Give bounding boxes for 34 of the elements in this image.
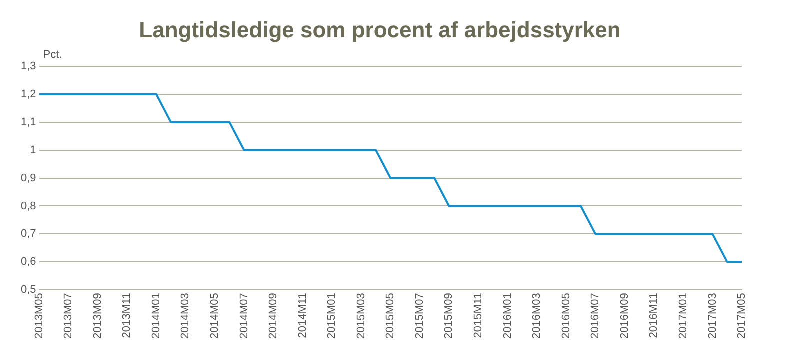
- x-tick-label: 2013M09: [92, 293, 104, 340]
- x-tick-label: 2016M11: [648, 293, 660, 338]
- x-tick-label: 2017M05: [736, 293, 748, 340]
- y-axis-title: Pct.: [43, 48, 62, 61]
- x-tick-label: 2016M03: [531, 293, 544, 340]
- y-tick-label: 1,1: [20, 116, 36, 128]
- x-tick-label: 2016M07: [590, 293, 602, 340]
- y-tick-label: 0,7: [20, 228, 36, 240]
- x-tick-label: 2014M07: [238, 293, 250, 340]
- y-tick-label: 1,3: [20, 60, 36, 72]
- chart-title: Langtidsledige som procent af arbejdsstyrken: [139, 17, 621, 42]
- y-tick-label: 0,9: [20, 172, 36, 184]
- x-tick-label: 2015M09: [443, 293, 456, 340]
- y-tick-label: 0,6: [20, 256, 36, 268]
- x-tick-label: 2013M11: [121, 293, 134, 338]
- x-tick-label: 2016M09: [618, 293, 631, 340]
- y-tick-label: 0,8: [20, 200, 36, 212]
- x-tick-label: 2015M03: [355, 293, 368, 340]
- x-tick-label: 2015M01: [326, 293, 338, 340]
- x-tick-label: 2014M01: [150, 293, 162, 340]
- y-tick-label: 1,2: [20, 88, 36, 100]
- x-tick-label: 2015M05: [384, 293, 397, 340]
- x-tick-label: 2016M01: [502, 293, 514, 340]
- x-tick-label: 2014M11: [296, 293, 309, 338]
- x-tick-label: 2017M01: [677, 293, 690, 340]
- x-tick-label: 2014M05: [209, 293, 221, 340]
- x-tick-label: 2013M07: [62, 293, 75, 340]
- x-tick-label: 2014M03: [180, 293, 192, 340]
- x-tick-label: 2015M07: [414, 293, 426, 340]
- x-tick-label: 2014M09: [268, 293, 280, 340]
- x-tick-label: 2017M03: [706, 293, 719, 340]
- y-tick-label: 1: [30, 144, 36, 156]
- x-tick-label: 2015M11: [472, 293, 485, 338]
- x-tick-label: 2016M05: [560, 293, 572, 340]
